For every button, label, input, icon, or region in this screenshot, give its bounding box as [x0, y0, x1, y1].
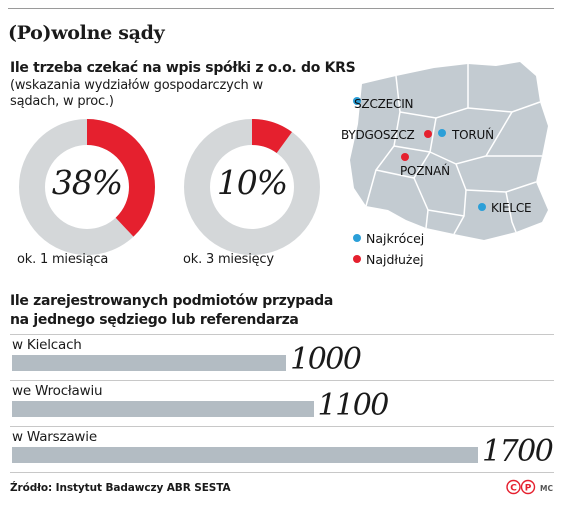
bar-label-kielce: w Kielcach — [12, 337, 82, 353]
bar-section-heading-line1: Ile zarejestrowanych podmiotów przypada — [10, 293, 334, 309]
city-label-szczecin: SZCZECIN — [354, 97, 413, 111]
donut-1-value: 38% — [51, 163, 123, 202]
donut-chart-2 — [184, 119, 320, 255]
bar-label-warszawa: w Warszawie — [12, 429, 97, 445]
city-label-bydgoszcz: BYDGOSZCZ — [341, 128, 415, 142]
source-note: Źródło: Instytut Badawczy ABR SESTA — [10, 482, 231, 494]
donut-2-caption: ok. 3 miesięcy — [183, 252, 274, 267]
city-label-kielce: KIELCE — [491, 201, 531, 215]
legend-marker-slowest — [353, 255, 361, 263]
donut-1-caption: ok. 1 miesiąca — [17, 252, 109, 267]
bar-divider-2 — [10, 380, 554, 381]
bar-section-heading: Ile zarejestrowanych podmiotów przypada … — [10, 292, 333, 330]
bar-label-wroclaw: we Wrocławiu — [12, 383, 103, 399]
city-marker-torun — [438, 129, 446, 137]
donut-2-value: 10% — [216, 163, 288, 202]
city-label-poznan: POZNAŃ — [400, 163, 450, 178]
author-initials: MC — [540, 484, 553, 493]
donut-1-slice — [19, 119, 155, 255]
page-title: (Po)wolne sądy — [8, 22, 165, 44]
publisher-logo: C P — [506, 479, 536, 495]
donut-section-heading: Ile trzeba czekać na wpis spółki z o.o. … — [10, 60, 356, 76]
svg-text:C: C — [510, 484, 517, 494]
city-marker-poznan — [401, 153, 409, 161]
city-label-torun: TORUŃ — [451, 127, 494, 142]
legend-label-slowest: Najdłużej — [366, 252, 424, 267]
city-marker-kielce — [478, 203, 486, 211]
map-borders — [365, 64, 542, 235]
bar-value-warszawa: 1700 — [482, 434, 554, 469]
donut-section-note: (wskazania wydziałów gospodarczych w sąd… — [10, 78, 263, 109]
svg-text:P: P — [525, 484, 532, 494]
bar-wroclaw — [12, 401, 314, 417]
donut-2-slice — [184, 119, 320, 255]
bar-section-heading-line2: na jednego sędziego lub referendarza — [10, 312, 299, 328]
legend-label-fastest: Najkrócej — [366, 231, 424, 246]
city-marker-bydgoszcz — [424, 130, 432, 138]
bar-divider-4 — [10, 472, 554, 473]
bar-kielce — [12, 355, 287, 371]
donut-chart-1 — [19, 119, 155, 255]
bar-value-kielce: 1000 — [290, 342, 362, 377]
bar-value-wroclaw: 1100 — [317, 388, 390, 423]
map-cities: SZCZECIN BYDGOSZCZ TORUŃ POZNAŃ KIELCE — [341, 97, 532, 215]
bar-divider-3 — [10, 426, 554, 427]
city-marker-szczecin — [353, 97, 361, 105]
legend-marker-fastest — [353, 234, 361, 242]
poland-map: SZCZECIN BYDGOSZCZ TORUŃ POZNAŃ KIELCE N… — [341, 62, 548, 267]
top-rule — [8, 8, 554, 9]
bar-divider-1 — [10, 334, 554, 335]
bar-warszawa — [12, 447, 478, 463]
map-legend: Najkrócej Najdłużej — [353, 231, 424, 267]
